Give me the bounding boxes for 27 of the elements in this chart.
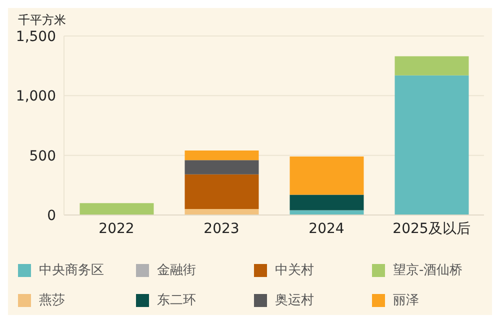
- y-axis-title: 千平方米: [18, 12, 66, 29]
- bar: [184, 174, 259, 210]
- bar: [394, 75, 469, 215]
- bar: [184, 209, 259, 215]
- x-tick-label: 2022: [98, 220, 134, 237]
- legend-label: 丽泽: [393, 292, 419, 309]
- y-tick-label: 1,500: [16, 28, 56, 45]
- legend-label: 金融街: [157, 262, 196, 279]
- bar: [290, 210, 364, 215]
- bar: [290, 156, 364, 195]
- x-tick-label: 2024: [308, 220, 344, 237]
- y-tick-label: 1,000: [16, 88, 56, 105]
- legend-label: 中关村: [275, 262, 314, 279]
- legend-label: 望京-酒仙桥: [393, 262, 463, 279]
- x-tick-label: 2025及以后: [392, 220, 470, 237]
- legend-label: 奥运村: [275, 292, 314, 309]
- y-tick-label: 500: [29, 148, 56, 164]
- x-tick-label: 2023: [204, 220, 240, 237]
- legend-label: 中央商务区: [39, 262, 104, 279]
- bar: [290, 194, 364, 210]
- bar: [394, 56, 469, 76]
- legend-label: 燕莎: [39, 292, 65, 309]
- bar: [184, 160, 259, 174]
- y-tick-label: 0: [47, 208, 56, 224]
- legend-label: 东二环: [157, 292, 196, 309]
- bar: [80, 203, 154, 215]
- bar: [184, 150, 259, 160]
